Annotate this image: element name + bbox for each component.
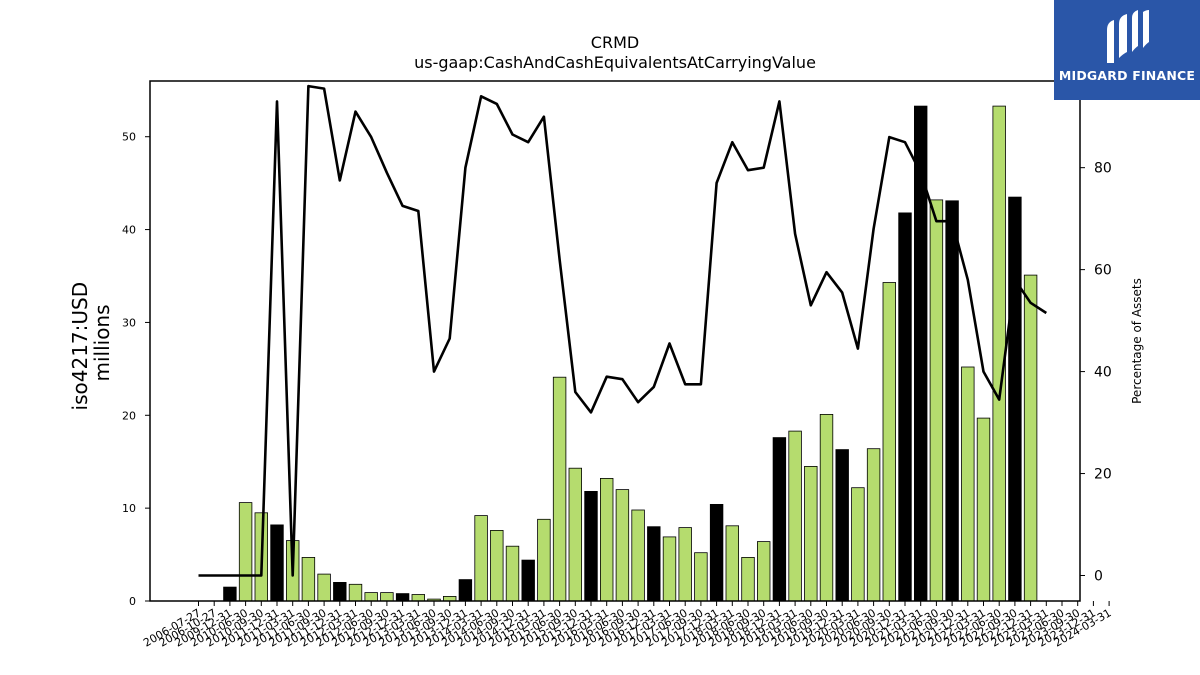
bar	[600, 477, 614, 602]
bar	[348, 583, 363, 602]
bar	[961, 366, 975, 602]
bar	[992, 105, 1006, 602]
bar	[804, 465, 818, 602]
bar	[411, 594, 426, 602]
chart-subtitle: us-gaap:CashAndCashEquivalentsAtCarrying…	[414, 53, 816, 72]
bar	[851, 487, 865, 602]
bar	[976, 417, 991, 602]
bar	[835, 449, 849, 602]
bar	[364, 592, 378, 602]
bar	[380, 592, 394, 602]
y-axis-right: 0 20 40 60 80	[1080, 161, 1112, 585]
y-left-tick-label: 0	[129, 595, 136, 608]
x-axis: 2006-07-272006-10-272009-12-312010-06-30…	[141, 601, 1114, 650]
bar	[866, 448, 881, 602]
series-line-percentage-of-assets	[198, 84, 1048, 577]
chart-title: CRMD	[591, 33, 639, 52]
bar	[662, 536, 677, 602]
bar	[757, 541, 771, 602]
line-layer	[198, 84, 1048, 577]
plot-frame	[149, 80, 1081, 602]
bar	[898, 212, 912, 602]
bar	[819, 413, 834, 602]
bar	[1008, 196, 1022, 602]
bar	[945, 200, 959, 602]
bar	[709, 503, 724, 602]
brand-logo: MIDGARD FINANCE	[1054, 0, 1200, 100]
bar	[694, 552, 708, 602]
bar	[474, 515, 488, 602]
bar	[317, 573, 331, 602]
bar	[223, 586, 237, 602]
bar	[788, 430, 802, 602]
bar	[678, 527, 692, 602]
bar	[552, 376, 567, 602]
bar	[270, 524, 284, 602]
y-axis-left-label-line1: iso4217:USD	[68, 282, 92, 411]
y-axis-right-label: Percentage of Assets	[1130, 278, 1144, 404]
bar	[395, 593, 410, 602]
y-right-tick-label: 80	[1094, 161, 1112, 177]
bar	[521, 559, 535, 602]
y-left-tick-label: 40	[122, 224, 136, 237]
bar	[490, 530, 504, 602]
midgard-logo-icon	[1107, 10, 1149, 63]
y-right-tick-label: 40	[1094, 365, 1112, 381]
y-right-tick-label: 0	[1094, 569, 1103, 585]
y-left-tick-label: 50	[122, 131, 136, 144]
bar	[615, 489, 630, 602]
bar	[505, 545, 520, 602]
bar	[537, 518, 551, 602]
bar	[1023, 274, 1038, 602]
bar	[238, 502, 253, 602]
brand-logo-text: MIDGARD FINANCE	[1058, 68, 1196, 83]
bars-layer	[223, 105, 1038, 602]
y-left-tick-label: 10	[122, 502, 136, 515]
bar	[741, 557, 755, 602]
bar	[882, 282, 897, 602]
bar	[568, 467, 583, 602]
y-left-tick-label: 30	[122, 316, 136, 329]
bar	[725, 525, 740, 602]
bar	[647, 526, 661, 602]
y-axis-left: 0 10 20 30 40 50	[122, 131, 150, 608]
y-axis-left-label: iso4217:USD millions	[68, 276, 114, 411]
y-axis-left-label-line2: millions	[90, 304, 114, 381]
bar	[914, 105, 928, 602]
y-left-tick-label: 20	[122, 409, 136, 422]
bar	[333, 582, 347, 602]
bar	[301, 557, 316, 602]
bar	[584, 490, 598, 602]
bar	[458, 579, 473, 602]
bar	[631, 509, 645, 602]
y-right-tick-label: 20	[1094, 467, 1112, 483]
y-right-tick-label: 60	[1094, 263, 1112, 279]
bar	[772, 437, 787, 602]
bar	[929, 199, 944, 602]
